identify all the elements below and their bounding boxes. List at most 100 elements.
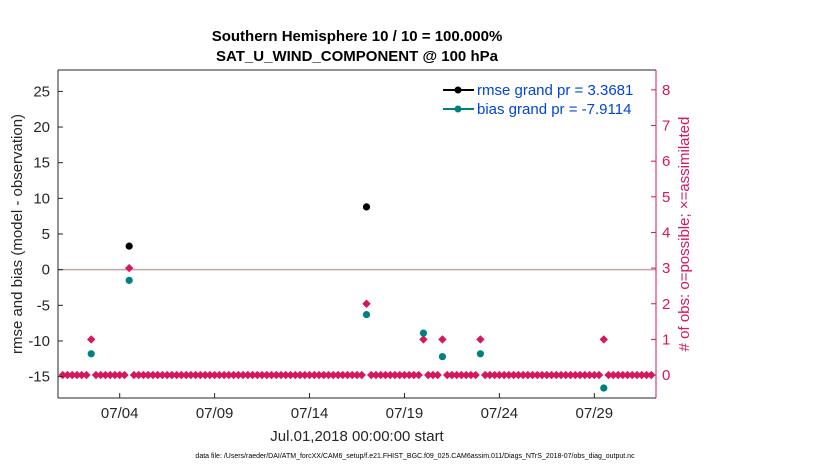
obs-count-marker bbox=[571, 370, 580, 380]
obs-count-marker bbox=[101, 370, 110, 380]
rmse-point bbox=[362, 203, 371, 211]
y-right-ticks: 0 1 2 3 4 5 6 7 8 bbox=[651, 82, 670, 384]
obs-count-marker bbox=[371, 370, 381, 380]
y-left-tick-label: -5 bbox=[37, 297, 50, 314]
obs-count-marker bbox=[300, 370, 309, 380]
obs-count-marker bbox=[295, 370, 305, 380]
bias-point bbox=[476, 350, 484, 358]
legend-bias-label: bias grand pr = -7.9114 bbox=[477, 101, 631, 118]
y-left-tick-label: -15 bbox=[28, 369, 50, 386]
y-right-tick-label: 2 bbox=[662, 296, 670, 313]
obs-count-marker bbox=[96, 370, 105, 380]
obs-count-marker bbox=[72, 370, 82, 380]
obs-count-marker bbox=[628, 370, 637, 380]
y-axis-left-label: rmse and bias (model - observation) bbox=[9, 114, 26, 354]
obs-count-marker bbox=[542, 370, 552, 380]
obs-count-marker bbox=[234, 370, 243, 380]
obs-count-marker bbox=[438, 335, 447, 344]
obs-count-marker bbox=[599, 335, 608, 344]
obs-count-marker bbox=[533, 370, 542, 380]
obs-count-marker bbox=[291, 370, 300, 380]
obs-count-marker bbox=[609, 370, 618, 380]
bias-point bbox=[438, 353, 447, 361]
obs-count-marker bbox=[215, 370, 224, 380]
obs-count-marker bbox=[139, 370, 148, 380]
obs-count-marker bbox=[310, 370, 319, 380]
chart-marks bbox=[58, 203, 656, 392]
x-tick-label: 07/04 bbox=[101, 405, 139, 422]
obs-count-marker bbox=[352, 370, 362, 380]
obs-count-marker bbox=[305, 370, 314, 380]
obs-count-marker bbox=[419, 335, 428, 344]
obs-count-marker bbox=[537, 370, 547, 380]
obs-count-marker bbox=[343, 370, 352, 380]
obs-count-marker bbox=[333, 370, 343, 380]
obs-count-marker bbox=[561, 370, 571, 380]
y-right-tick-label: 7 bbox=[662, 118, 670, 135]
obs-count-marker bbox=[181, 370, 191, 380]
obs-count-marker bbox=[523, 370, 533, 380]
y-right-tick-label: 3 bbox=[662, 260, 670, 277]
obs-count-marker bbox=[286, 370, 295, 380]
obs-count-marker bbox=[452, 370, 461, 380]
obs-count-marker bbox=[200, 370, 210, 380]
y-right-tick-label: 5 bbox=[662, 189, 670, 206]
obs-count-marker bbox=[381, 370, 390, 380]
obs-count-marker bbox=[229, 370, 238, 380]
data-file-footnote: data file: /Users/raeder/DAI/ATM_forcXX/… bbox=[195, 453, 635, 460]
obs-count-marker bbox=[210, 370, 219, 380]
legend-bias-marker bbox=[454, 105, 462, 113]
y-left-tick-label: 15 bbox=[33, 155, 50, 172]
bias-point bbox=[125, 276, 133, 284]
obs-count-marker bbox=[129, 370, 139, 380]
obs-count-marker bbox=[281, 370, 291, 380]
obs-count-marker bbox=[518, 370, 528, 380]
obs-count-marker bbox=[367, 370, 376, 380]
obs-count-marker bbox=[238, 370, 248, 380]
obs-count-marker bbox=[158, 370, 167, 380]
y-left-tick-label: -10 bbox=[28, 333, 50, 350]
x-tick-label: 07/14 bbox=[291, 405, 329, 422]
obs-count-marker bbox=[376, 370, 385, 380]
obs-count-marker bbox=[143, 370, 153, 380]
obs-count-marker bbox=[248, 370, 257, 380]
obs-count-marker bbox=[623, 370, 632, 380]
y-axis-right-label: # of obs: o=possible; ×=assimilated bbox=[676, 117, 693, 352]
legend: rmse grand pr = 3.3681 bias grand pr = -… bbox=[443, 82, 633, 118]
obs-count-marker bbox=[167, 370, 177, 380]
obs-count-marker bbox=[148, 370, 158, 380]
obs-count-marker bbox=[219, 370, 229, 380]
obs-count-marker bbox=[348, 370, 357, 380]
obs-count-marker bbox=[186, 370, 196, 380]
obs-count-marker bbox=[457, 370, 466, 380]
y-right-tick-label: 8 bbox=[662, 82, 670, 99]
obs-count-marker bbox=[357, 370, 366, 380]
obs-count-marker bbox=[386, 370, 395, 380]
obs-count-marker bbox=[91, 370, 101, 380]
obs-count-marker bbox=[87, 335, 96, 344]
obs-count-marker bbox=[110, 370, 120, 380]
obs-count-marker bbox=[115, 370, 124, 380]
obs-count-marker bbox=[362, 299, 371, 308]
obs-count-marker bbox=[409, 370, 419, 380]
obs-count-marker bbox=[613, 370, 623, 380]
y-left-tick-label: 5 bbox=[42, 226, 50, 243]
obs-count-marker bbox=[476, 335, 485, 344]
x-axis-label: Jul.01,2018 00:00:00 start bbox=[270, 428, 444, 445]
obs-count-marker bbox=[618, 370, 627, 380]
chart-title-line2: SAT_U_WIND_COMPONENT @ 100 hPa bbox=[216, 48, 499, 65]
obs-count-marker bbox=[68, 370, 77, 380]
y-left-ticks: -15 -10 -5 0 5 10 15 20 25 bbox=[28, 83, 63, 386]
obs-count-marker bbox=[552, 370, 561, 380]
obs-count-marker bbox=[594, 370, 604, 380]
obs-count-marker bbox=[124, 263, 134, 273]
obs-count-marker bbox=[580, 370, 590, 380]
obs-count-marker bbox=[390, 370, 400, 380]
x-tick-label: 07/29 bbox=[576, 405, 614, 422]
y-left-tick-label: 10 bbox=[33, 190, 50, 207]
obs-count-marker bbox=[504, 370, 514, 380]
obs-count-marker bbox=[485, 370, 495, 380]
obs-count-marker bbox=[556, 370, 566, 380]
y-right-tick-label: 4 bbox=[662, 224, 670, 241]
obs-count-marker bbox=[172, 370, 181, 380]
